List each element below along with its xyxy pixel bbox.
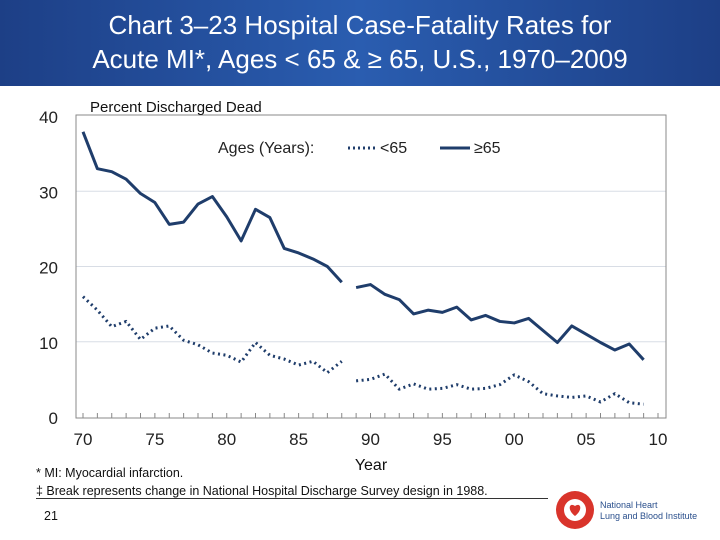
nhlbi-logo-icon (556, 491, 594, 529)
y-tick-label: 30 (39, 183, 58, 202)
title-line-1: Chart 3–23 Hospital Case-Fatality Rates … (108, 10, 612, 40)
slide-title: Chart 3–23 Hospital Case-Fatality Rates … (0, 8, 720, 76)
x-tick-label: 95 (433, 430, 452, 449)
title-bar: Chart 3–23 Hospital Case-Fatality Rates … (0, 0, 720, 86)
legend-label-under-65: <65 (380, 140, 407, 157)
title-line-2: Acute MI*, Ages < 65 & ≥ 65, U.S., 1970–… (92, 44, 628, 74)
series-line-under-65-segment-1 (81, 295, 343, 375)
x-tick-label: 85 (289, 430, 308, 449)
line-chart: 0 10 20 30 40 70 75 80 85 90 95 00 05 10 Percent Disc… (39, 99, 668, 474)
logo-line-2: Lung and Blood Institute (600, 511, 698, 521)
x-tick-label: 05 (577, 430, 596, 449)
footnote-break: ‡ Break represents change in National Ho… (36, 484, 548, 499)
y-axis-label: Percent Discharged Dead (90, 99, 262, 116)
page-number: 21 (44, 509, 58, 523)
x-tick-label: 90 (361, 430, 380, 449)
y-tick-label: 10 (39, 334, 58, 353)
x-tick-label: 00 (505, 430, 524, 449)
y-tick-label: 40 (39, 108, 58, 127)
series-line-65-plus-segment-2 (355, 283, 645, 361)
footnote-mi: * MI: Myocardial infarction. (36, 466, 184, 480)
x-tick-label: 70 (74, 430, 93, 449)
legend-title: Ages (Years): (218, 140, 314, 157)
logo-text: National Heart Lung and Blood Institute (600, 500, 697, 522)
y-tick-label: 20 (39, 259, 58, 278)
y-tick-label: 0 (49, 409, 58, 428)
x-tick-label: 80 (217, 430, 236, 449)
x-tick-label: 10 (649, 430, 668, 449)
x-axis-label: Year (355, 457, 388, 474)
legend-label-65-plus: ≥65 (474, 140, 501, 157)
legend: Ages (Years): <65 ≥65 (218, 140, 501, 157)
logo-line-1: National Heart (600, 500, 658, 510)
x-tick-label: 75 (145, 430, 164, 449)
